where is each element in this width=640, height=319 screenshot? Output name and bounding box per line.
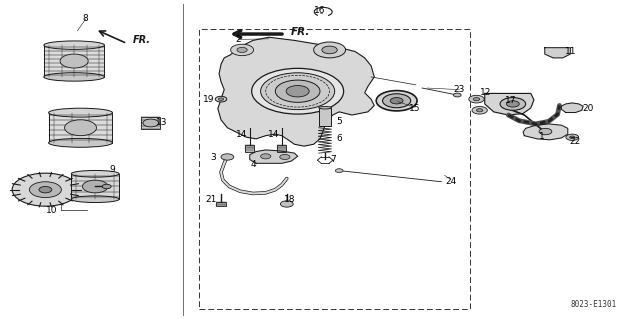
Text: 16: 16	[314, 6, 326, 15]
Circle shape	[215, 96, 227, 102]
Circle shape	[252, 68, 344, 114]
Circle shape	[260, 154, 271, 159]
Bar	[277, 145, 286, 152]
Circle shape	[506, 101, 519, 107]
Circle shape	[539, 128, 552, 135]
Text: FR.: FR.	[291, 27, 310, 37]
Text: 8023-E1301: 8023-E1301	[571, 300, 617, 309]
Circle shape	[237, 48, 247, 52]
Text: 7: 7	[330, 155, 335, 164]
Circle shape	[65, 120, 97, 136]
Text: 14: 14	[236, 130, 248, 139]
Circle shape	[221, 154, 234, 160]
Bar	[216, 202, 226, 205]
Text: 21: 21	[205, 195, 217, 204]
Circle shape	[566, 134, 579, 140]
Bar	[319, 108, 332, 126]
Ellipse shape	[71, 170, 119, 177]
Circle shape	[143, 119, 159, 127]
Circle shape	[29, 182, 61, 197]
Text: 5: 5	[336, 117, 342, 126]
Text: 10: 10	[46, 206, 58, 215]
Circle shape	[218, 98, 223, 100]
Circle shape	[314, 42, 346, 58]
Ellipse shape	[49, 108, 113, 117]
Circle shape	[230, 44, 253, 56]
Ellipse shape	[319, 107, 332, 109]
Text: 8: 8	[83, 14, 88, 23]
Text: 19: 19	[202, 95, 214, 104]
Polygon shape	[250, 150, 298, 163]
Bar	[49, 113, 113, 143]
Text: 22: 22	[570, 137, 581, 145]
Text: 2: 2	[236, 35, 241, 44]
Circle shape	[335, 169, 343, 173]
Text: 17: 17	[504, 96, 516, 105]
Polygon shape	[523, 124, 568, 140]
Circle shape	[280, 154, 290, 160]
Text: 4: 4	[250, 160, 256, 169]
Text: 6: 6	[336, 134, 342, 143]
Bar	[44, 45, 104, 77]
Circle shape	[570, 136, 575, 138]
Bar	[71, 174, 119, 199]
Bar	[198, 29, 470, 309]
Text: 24: 24	[445, 177, 456, 186]
Circle shape	[468, 95, 484, 103]
Text: 20: 20	[582, 104, 594, 113]
Bar	[141, 117, 161, 129]
Text: 18: 18	[284, 195, 296, 204]
Circle shape	[39, 187, 52, 193]
Circle shape	[102, 184, 111, 189]
Circle shape	[454, 93, 461, 97]
Polygon shape	[484, 93, 534, 115]
Polygon shape	[218, 37, 374, 146]
Circle shape	[390, 98, 403, 104]
Circle shape	[500, 98, 525, 110]
Ellipse shape	[44, 41, 104, 49]
Circle shape	[473, 98, 479, 101]
Text: 13: 13	[156, 118, 168, 128]
Circle shape	[60, 54, 88, 68]
Text: 9: 9	[109, 165, 115, 174]
Circle shape	[83, 180, 108, 193]
Text: 12: 12	[481, 88, 492, 97]
Ellipse shape	[44, 73, 104, 81]
Text: 15: 15	[409, 104, 420, 113]
Text: FR.: FR.	[133, 35, 151, 45]
Circle shape	[476, 109, 483, 112]
Circle shape	[12, 173, 79, 206]
Circle shape	[275, 80, 320, 102]
Circle shape	[383, 94, 411, 108]
Text: 3: 3	[211, 153, 216, 162]
Text: 14: 14	[268, 130, 280, 139]
Circle shape	[376, 91, 417, 111]
Circle shape	[286, 85, 309, 97]
Circle shape	[472, 107, 487, 114]
Bar	[245, 145, 254, 152]
Ellipse shape	[49, 138, 113, 147]
Text: 11: 11	[565, 47, 577, 56]
Polygon shape	[545, 48, 570, 58]
Circle shape	[280, 201, 293, 207]
Text: 1: 1	[540, 132, 545, 141]
Polygon shape	[561, 103, 583, 113]
Circle shape	[322, 46, 337, 54]
Ellipse shape	[71, 196, 119, 203]
Circle shape	[260, 73, 335, 110]
Text: 23: 23	[454, 85, 465, 94]
